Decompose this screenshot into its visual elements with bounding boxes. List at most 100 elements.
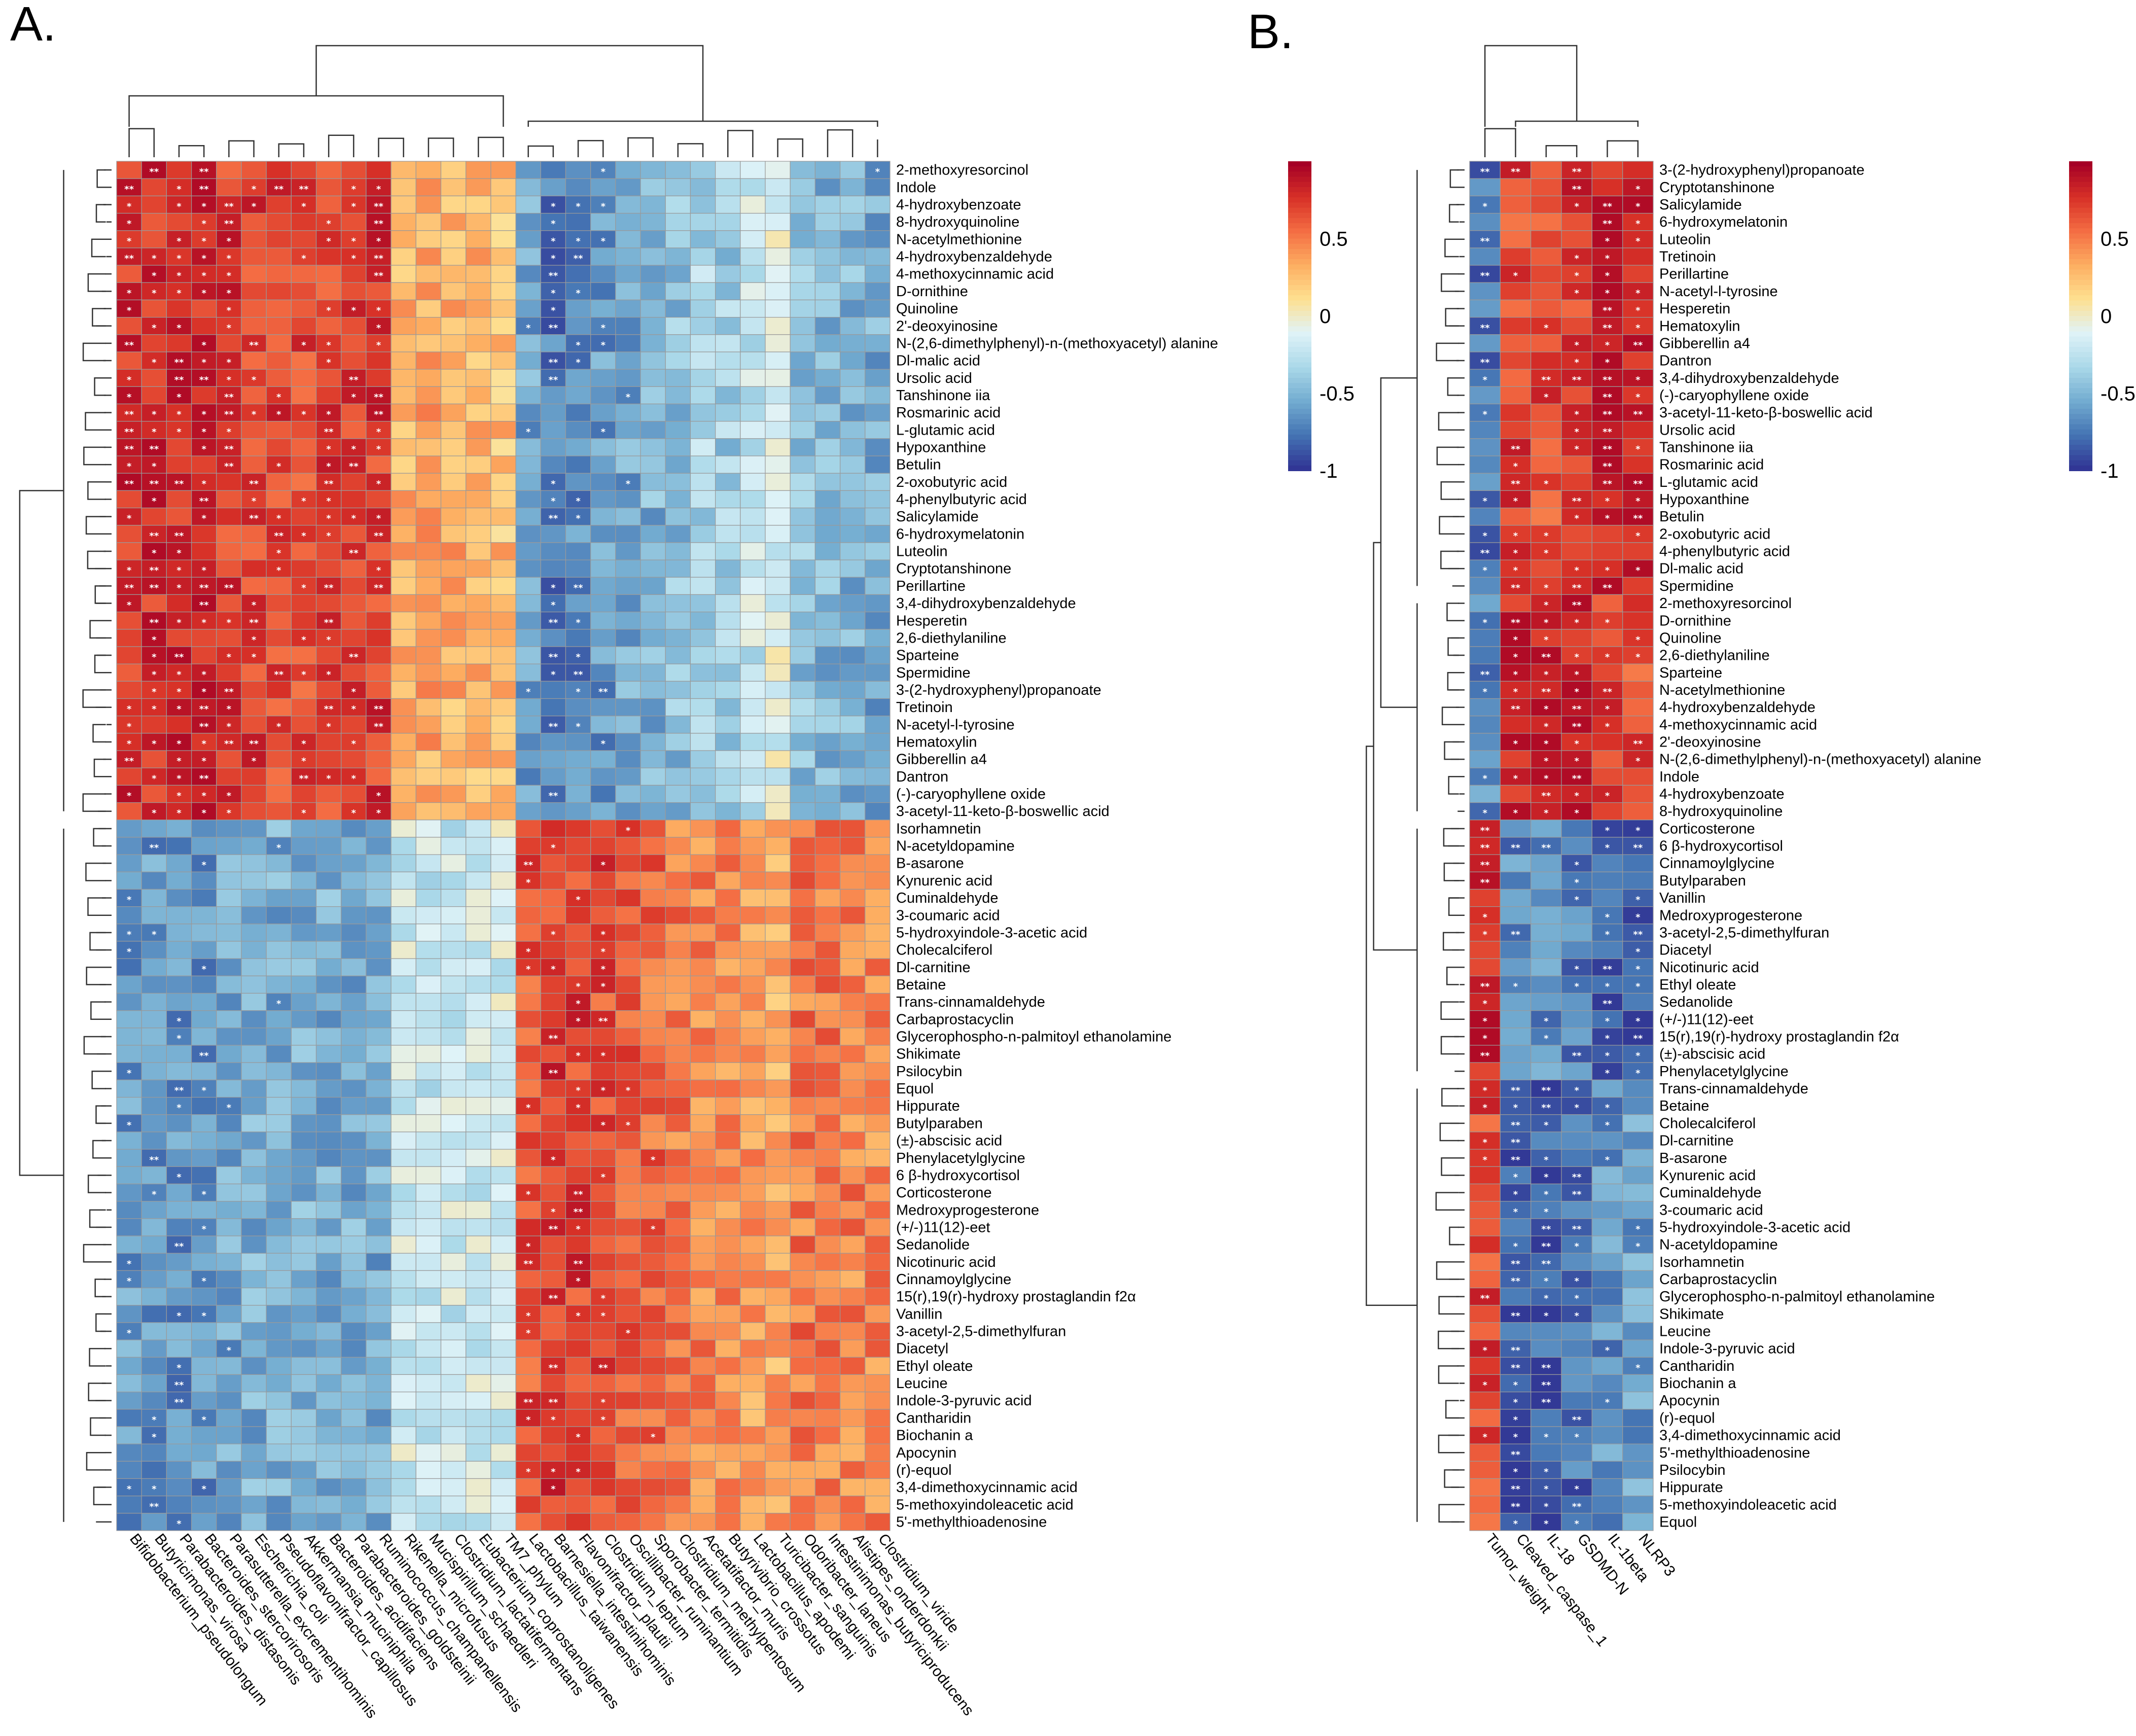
heatmap-cell	[814, 698, 841, 717]
row-label: Sedanolide	[1659, 994, 1733, 1010]
heatmap-cell	[166, 1096, 192, 1115]
significance-mark: *	[1574, 756, 1579, 767]
heatmap-cell	[1622, 663, 1654, 682]
heatmap-cell	[440, 1149, 467, 1167]
heatmap-cell	[1469, 577, 1501, 595]
significance-mark: *	[201, 409, 206, 420]
legend-swatch	[1288, 331, 1311, 337]
heatmap-cell	[790, 733, 816, 751]
heatmap-cell	[740, 871, 766, 890]
heatmap-cell	[440, 438, 467, 456]
heatmap-cell	[366, 265, 391, 283]
heatmap-cell	[1591, 1478, 1623, 1497]
significance-mark: *	[176, 1172, 182, 1183]
heatmap-cell	[266, 282, 292, 301]
heatmap-cell	[665, 1149, 691, 1167]
heatmap-cell	[366, 1096, 391, 1115]
heatmap-cell	[740, 1201, 766, 1219]
heatmap-cell	[141, 386, 167, 405]
heatmap-cell	[415, 681, 442, 699]
heatmap-cell	[865, 646, 891, 664]
heatmap-cell	[166, 299, 192, 318]
heatmap-cell	[865, 178, 891, 196]
heatmap-cell	[166, 767, 192, 786]
significance-mark: *	[1544, 773, 1549, 784]
heatmap-cell	[740, 958, 766, 976]
row-label: Equol	[896, 1081, 934, 1097]
heatmap-cell	[216, 1305, 242, 1323]
heatmap-cell	[615, 906, 641, 925]
heatmap-cell	[840, 941, 866, 959]
heatmap-cell	[341, 837, 367, 855]
significance-mark: *	[1605, 1397, 1610, 1408]
heatmap-cell	[515, 282, 541, 301]
heatmap-cell	[366, 1045, 391, 1063]
heatmap-cell	[665, 1339, 691, 1358]
significance-mark: **	[324, 617, 334, 628]
heatmap-cell	[116, 403, 142, 422]
heatmap-cell	[615, 161, 641, 179]
heatmap-cell	[765, 941, 791, 959]
heatmap-cell	[565, 421, 591, 439]
significance-mark: *	[127, 462, 132, 472]
heatmap-cell	[740, 1270, 766, 1289]
heatmap-cell	[490, 212, 516, 231]
row-label: Hematoxylin	[1659, 318, 1740, 334]
significance-mark: **	[1541, 1103, 1551, 1113]
significance-mark: *	[176, 808, 182, 819]
heatmap-cell	[690, 282, 716, 301]
heatmap-cell	[141, 681, 167, 699]
significance-mark: *	[576, 687, 581, 697]
heatmap-cell	[1530, 1045, 1562, 1063]
heatmap-cell	[1622, 767, 1654, 786]
row-label: Dl-carnitine	[1659, 1133, 1734, 1149]
heatmap-cell	[440, 1062, 467, 1080]
heatmap-cell	[315, 265, 342, 283]
heatmap-cell	[840, 1166, 866, 1185]
heatmap-cell	[765, 1235, 791, 1254]
heatmap-cell	[291, 612, 317, 630]
significance-mark: *	[1544, 1016, 1549, 1026]
significance-mark: *	[201, 860, 206, 871]
heatmap-cell	[191, 161, 217, 179]
heatmap-cell	[740, 403, 766, 422]
significance-mark: **	[574, 1259, 583, 1269]
legend-swatch	[2069, 218, 2092, 224]
significance-mark: *	[176, 791, 182, 801]
heatmap-cell	[715, 975, 741, 994]
heatmap-cell	[515, 646, 541, 664]
heatmap-cell	[166, 1045, 192, 1063]
heatmap-cell	[690, 369, 716, 387]
heatmap-cell	[1530, 230, 1562, 249]
heatmap-cell	[216, 924, 242, 942]
heatmap-cell	[540, 542, 566, 560]
significance-mark: *	[1635, 964, 1641, 975]
heatmap-cell	[216, 820, 242, 838]
heatmap-cell	[740, 1478, 766, 1497]
heatmap-cell	[565, 871, 591, 890]
heatmap-cell	[141, 1374, 167, 1393]
heatmap-cell	[1622, 490, 1654, 509]
significance-mark: *	[1605, 929, 1610, 940]
heatmap-cell	[590, 403, 616, 422]
significance-mark: *	[551, 219, 556, 229]
heatmap-cell	[241, 161, 267, 179]
heatmap-cell	[814, 1461, 841, 1479]
heatmap-cell	[715, 1270, 741, 1289]
significance-mark: *	[651, 1224, 656, 1234]
heatmap-cell	[840, 577, 866, 595]
heatmap-cell	[690, 507, 716, 526]
heatmap-cell	[440, 716, 467, 734]
heatmap-cell	[790, 1409, 816, 1427]
significance-mark: **	[1480, 877, 1490, 888]
significance-mark: *	[1544, 1276, 1549, 1287]
heatmap-cell	[466, 1426, 491, 1444]
heatmap-cell	[515, 1339, 541, 1358]
heatmap-cell	[740, 421, 766, 439]
heatmap-cell	[166, 594, 192, 613]
significance-mark: *	[176, 756, 182, 767]
heatmap-cell	[366, 1114, 391, 1132]
heatmap-cell	[490, 663, 516, 682]
heatmap-cell	[665, 802, 691, 821]
significance-mark: *	[376, 808, 381, 819]
